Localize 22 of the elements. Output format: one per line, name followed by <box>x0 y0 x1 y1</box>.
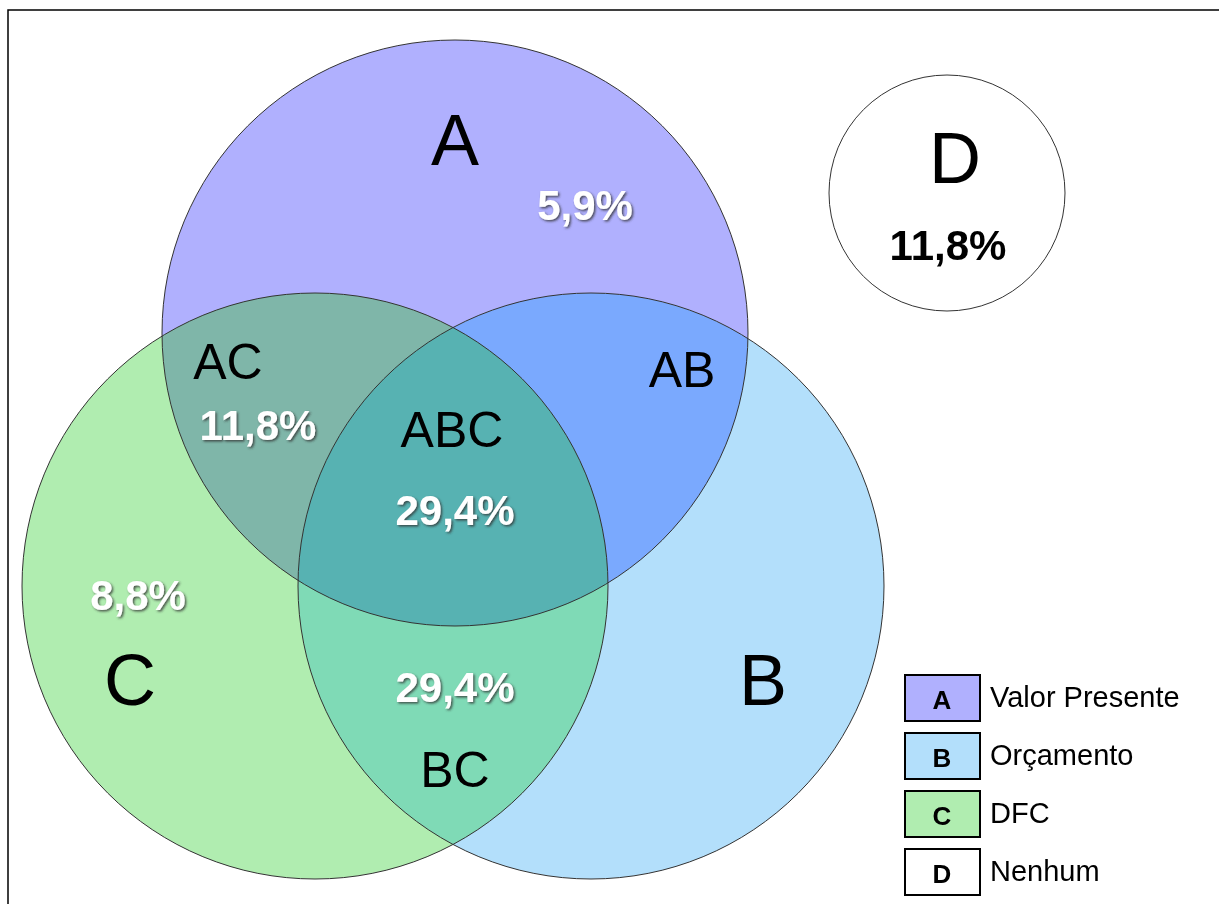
text: Nenhum <box>990 855 1100 887</box>
data-label: 5,9% <box>537 181 633 229</box>
text: Valor Presente <box>990 681 1180 713</box>
category-label: D <box>932 859 952 889</box>
category-label: C <box>104 640 156 720</box>
text: DFC <box>990 797 1050 829</box>
category-label: C <box>932 801 952 831</box>
category-label: BC <box>420 742 490 798</box>
category-label: A <box>430 100 480 180</box>
data-label: 29,4% <box>395 663 515 711</box>
category-label: AC <box>193 334 263 390</box>
category-label: B <box>932 743 952 773</box>
category-label: B <box>738 640 788 720</box>
category-label: D <box>929 118 981 198</box>
data-label: 11,8% <box>889 221 1007 269</box>
data-label: 29,4% <box>395 486 515 534</box>
category-label: ABC <box>400 402 504 458</box>
data-label: 11,8% <box>199 401 317 449</box>
text: Orçamento <box>990 739 1134 771</box>
category-label: AB <box>648 342 716 398</box>
category-label: A <box>932 685 952 715</box>
data-label: 8,8% <box>90 571 186 619</box>
